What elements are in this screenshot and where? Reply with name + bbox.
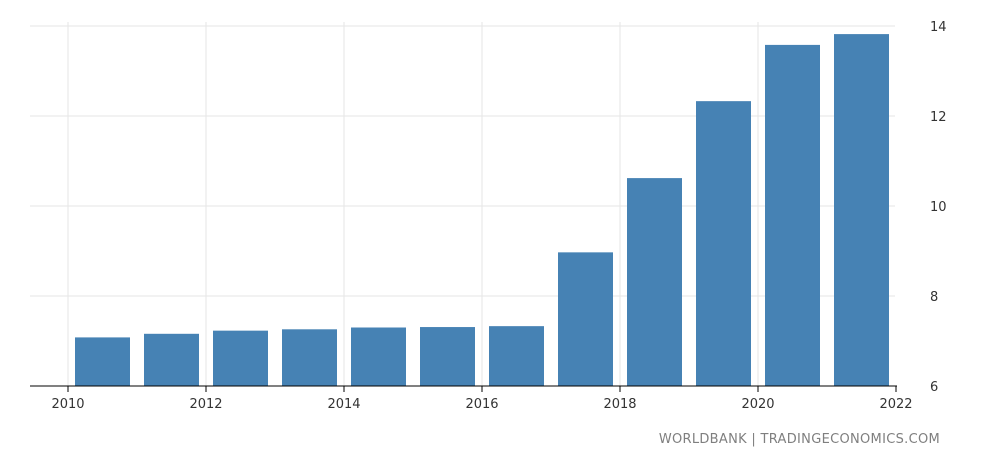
bar-2010 [75,337,130,386]
bars [75,34,889,387]
bar-2016 [489,326,544,386]
y-tick-label: 14 [930,20,947,35]
x-tick-label: 2022 [879,397,912,412]
x-tick-label: 2012 [189,397,222,412]
y-tick-label: 10 [930,200,947,215]
x-tick-label: 2020 [741,397,774,412]
x-tick-label: 2014 [327,397,360,412]
bar-2015 [420,327,475,386]
bar-2013 [282,329,337,386]
bar-2020 [765,44,820,387]
source-credit: WORLDBANK | TRADINGECONOMICS.COM [658,432,940,447]
y-tick-label: 6 [930,380,938,395]
bar-2011 [144,333,199,386]
x-tick-label: 2018 [603,397,636,412]
bar-2019 [696,101,751,387]
axes [30,385,897,392]
x-tick-label: 2016 [465,397,498,412]
y-tick-labels: 6 8 10 12 14 [930,20,947,395]
bar-2017 [558,252,613,386]
bar-2021 [834,34,889,386]
bar-2018 [627,178,682,386]
x-tick-labels: 2010 2012 2014 2016 2018 2020 2022 [51,397,912,412]
x-tick-label: 2010 [51,397,84,412]
y-tick-label: 8 [930,290,938,305]
bar-2012 [213,330,268,386]
y-tick-label: 12 [930,110,947,125]
bar-2014 [351,327,406,386]
